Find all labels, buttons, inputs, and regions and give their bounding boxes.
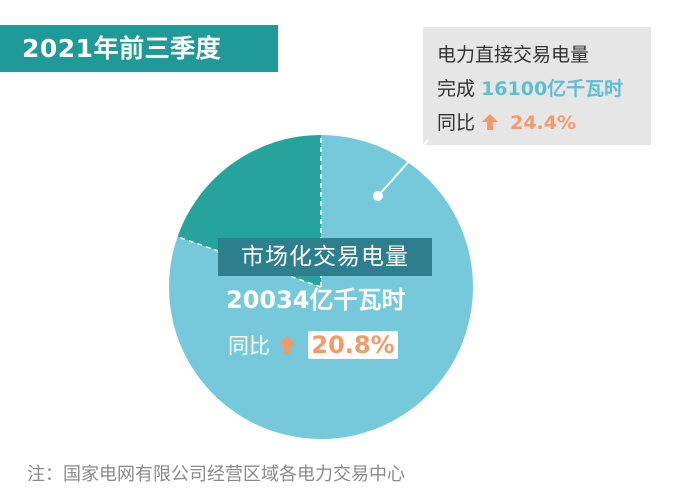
direct-trade-callout: 电力直接交易电量 完成 16100亿千瓦时 同比 24.4% — [423, 27, 651, 145]
callout-line-1: 电力直接交易电量 — [437, 44, 590, 66]
callout-complete-label: 完成 — [437, 78, 476, 100]
up-arrow-icon — [277, 336, 296, 354]
page-title: 2021年前三季度 — [0, 25, 278, 72]
callout-yoy-label: 同比 — [437, 112, 476, 134]
source-note: 注：国家电网有限公司经营区域各电力交易中心 — [27, 464, 405, 485]
market-yoy-value: 20.8% — [308, 331, 398, 359]
callout-leader-line — [377, 139, 429, 197]
market-yoy-label: 同比 — [228, 334, 270, 358]
market-trade-yoy: 同比 20.8% — [228, 327, 398, 364]
callout-line-3: 同比 24.4% — [437, 106, 651, 140]
market-trade-label: 市场化交易电量 — [218, 238, 432, 276]
callout-direct-trade-value: 16100亿千瓦时 — [481, 78, 624, 100]
callout-line-2: 完成 16100亿千瓦时 — [437, 72, 651, 106]
callout-yoy-value: 24.4% — [510, 112, 577, 134]
callout-leader-dot — [373, 191, 383, 201]
up-arrow-icon — [482, 114, 499, 130]
market-trade-value: 20034亿千瓦时 — [226, 286, 406, 314]
